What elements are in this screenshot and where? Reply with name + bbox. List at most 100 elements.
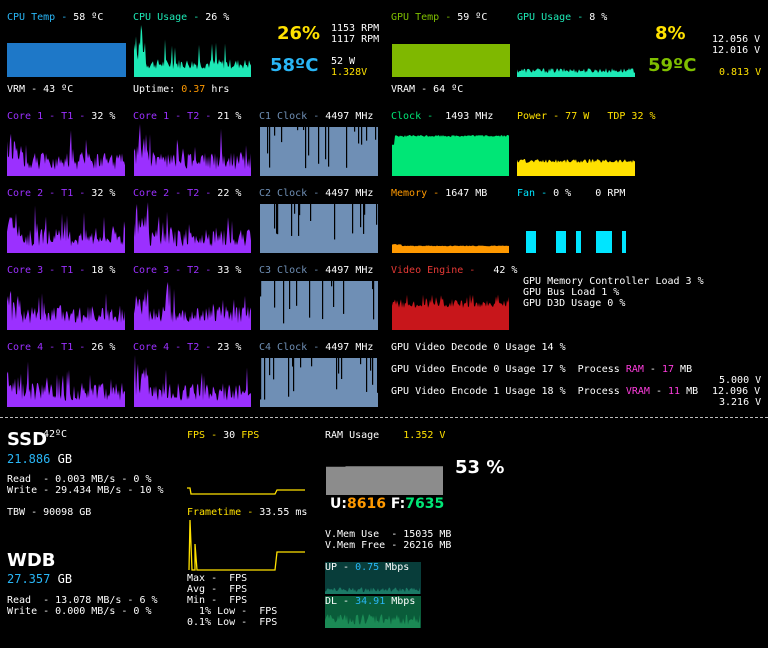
ram-graph xyxy=(326,463,444,495)
clock-dip xyxy=(267,124,269,154)
gpu-video-decode: GPU Video Decode 0 Usage 14 % xyxy=(391,342,566,353)
clock-dip xyxy=(274,124,276,136)
core-clock-value: 4497 MHz xyxy=(325,111,374,122)
core-clock-value: 4497 MHz xyxy=(325,342,374,353)
gpu-12v-b: 12.016 V xyxy=(712,45,761,56)
clock-dip xyxy=(308,124,310,156)
frametime-line: Frametime - 33.55 ms xyxy=(187,507,308,518)
core-t2-line: Core 2 - T2 - 22 % xyxy=(133,188,242,199)
activity-area xyxy=(134,355,251,407)
ram-used-label: U: xyxy=(330,496,347,512)
clock-dip xyxy=(274,201,276,229)
frame-series-line xyxy=(187,487,305,495)
core-t1-line: Core 1 - T1 - 32 % xyxy=(7,111,116,122)
clock-dip xyxy=(299,201,301,216)
cpu-big-temp: 58ºC xyxy=(270,55,319,76)
process-vram-key: VRAM xyxy=(625,386,650,397)
core-t2-value: 21 % xyxy=(217,111,242,122)
core-t2-label: Core 2 - T2 xyxy=(133,188,200,199)
clock-dip xyxy=(354,124,356,132)
ssd-size-unit: GB xyxy=(57,452,73,466)
cpu-temp-graph xyxy=(7,37,126,77)
activity-area xyxy=(7,205,125,253)
ssd-name: SSD xyxy=(7,429,48,450)
core-t2-graph xyxy=(134,201,252,253)
core-t1-graph xyxy=(7,124,126,176)
core-t1-graph xyxy=(7,278,126,330)
gpu-fan-bar xyxy=(622,231,626,253)
wdb-name: WDB xyxy=(7,550,56,571)
core-clock-line: C1 Clock - 4497 MHz xyxy=(259,111,374,122)
gpu-fan-line: Fan - 0 % 0 RPM xyxy=(517,188,626,199)
gpu-power-line: Power - 77 W TDP 32 % xyxy=(517,111,656,122)
net-dl-line: DL - 34.91 Mbps xyxy=(325,596,415,607)
core-t2-value: 23 % xyxy=(217,342,242,353)
gpu-video-encode0-line: GPU Video Encode 0 Usage 17 % Process RA… xyxy=(391,364,693,375)
net-up-panel xyxy=(325,562,421,594)
clock-dip xyxy=(311,355,313,367)
gpu-big-temp: 59ºC xyxy=(648,55,697,76)
activity-area xyxy=(134,202,251,253)
gpu-vram-temp: VRAM - 64 ºC xyxy=(391,84,464,95)
core-t1-graph xyxy=(7,355,126,407)
core-t1-label: Core 1 - T1 xyxy=(7,111,74,122)
gpu-memory-label: Memory xyxy=(391,188,428,199)
gpu-tdp-value: 32 % xyxy=(631,111,656,122)
gpu-usage-label-line: GPU Usage - 8 % xyxy=(517,12,608,23)
clock-dip xyxy=(297,124,299,131)
section-separator xyxy=(0,417,768,418)
gpu-power-label: Power xyxy=(517,111,548,122)
core-t1-line: Core 3 - T1 - 18 % xyxy=(7,265,116,276)
core-t2-line: Core 1 - T2 - 21 % xyxy=(133,111,242,122)
cpu-fan1-rpm: 1153 RPM xyxy=(331,23,380,34)
core-t2-graph xyxy=(134,355,252,407)
clock-dip xyxy=(352,201,354,234)
rail-12v: 12.096 V xyxy=(712,386,761,397)
uptime-label: Uptime: xyxy=(133,84,176,95)
core-clock-value: 4497 MHz xyxy=(325,188,374,199)
cpu-big-usage: 26% xyxy=(277,23,321,44)
core-t2-label: Core 4 - T2 xyxy=(133,342,200,353)
cpu-temp-label: CPU Temp xyxy=(7,12,56,23)
fps-value: 30 xyxy=(223,430,236,441)
net-dl-value: 34.91 xyxy=(355,596,386,607)
gpu-temp-value: 59 ºC xyxy=(457,12,488,23)
uptime-line: Uptime: 0.37 hrs xyxy=(133,84,229,95)
cpu-temp-label-line: CPU Temp - 58 ºC xyxy=(7,12,104,23)
core-t1-value: 26 % xyxy=(91,342,116,353)
clock-dip xyxy=(260,355,262,400)
ssd-tbw: TBW - 90098 GB xyxy=(7,507,92,518)
core-t2-line: Core 4 - T2 - 23 % xyxy=(133,342,242,353)
fps-unit: FPS xyxy=(241,430,260,441)
gpu-video-engine-label: Video Engine xyxy=(391,265,464,276)
cpu-vrm-temp: VRM - 43 ºC xyxy=(7,84,74,95)
core-t1-label: Core 3 - T1 xyxy=(7,265,74,276)
clock-dip xyxy=(303,124,305,131)
gpu-temp-graph xyxy=(392,44,510,77)
cpu-temp-fill xyxy=(7,43,126,77)
clock-dip xyxy=(372,278,374,290)
clock-dip xyxy=(300,355,302,368)
activity-area xyxy=(325,614,420,628)
gpu-temp-label-line: GPU Temp - 59 ºC xyxy=(391,12,488,23)
clock-dip xyxy=(346,124,348,168)
core-t2-line: Core 3 - T2 - 33 % xyxy=(133,265,242,276)
clock-dip xyxy=(277,201,279,235)
gpu-clock-label: Clock xyxy=(391,111,422,122)
clock-dip xyxy=(364,201,366,215)
gpu-memory-value: 1647 MB xyxy=(445,188,488,199)
gpu-video-encode0: GPU Video Encode 0 Usage 17 % xyxy=(391,364,566,375)
clock-dip xyxy=(305,124,307,169)
vmem-free: V.Mem Free - 26216 MB xyxy=(325,540,452,551)
core-t2-label: Core 3 - T2 xyxy=(133,265,200,276)
cpu-power: 52 W xyxy=(331,56,356,67)
clock-dip xyxy=(276,201,278,234)
clock-dip xyxy=(366,124,368,141)
clock-dip xyxy=(322,278,324,320)
clock-dip xyxy=(375,124,377,140)
uptime-unit: hrs xyxy=(211,84,230,95)
core-clock-label: C4 Clock xyxy=(259,342,308,353)
ram-used-value: 8616 xyxy=(346,496,386,512)
gpu-clock-line: Clock - 1493 MHz xyxy=(391,111,494,122)
ssd-size-line: 21.886 GB xyxy=(7,452,72,466)
